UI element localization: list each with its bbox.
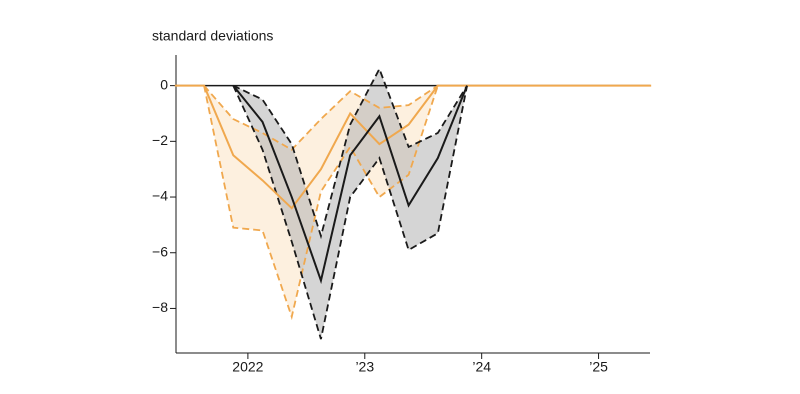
x-tick-label: ’25 <box>589 359 608 375</box>
line <box>174 84 652 210</box>
y-tick-label: −2 <box>152 132 168 148</box>
y-tick-label: −8 <box>152 299 168 315</box>
y-tick-label: −4 <box>152 188 168 204</box>
x-tick-label: ’23 <box>355 359 374 375</box>
band-edge <box>232 66 468 240</box>
band-edge <box>203 84 439 151</box>
y-tick-label: −6 <box>152 243 168 259</box>
x-tick-label: 2022 <box>232 359 263 375</box>
y-tick-label: 0 <box>160 76 168 92</box>
band-edge <box>203 85 439 321</box>
x-tick-label: ’24 <box>472 359 491 375</box>
line <box>232 85 468 285</box>
y-axis-label: standard deviations <box>152 28 273 44</box>
band-edge <box>232 85 468 340</box>
